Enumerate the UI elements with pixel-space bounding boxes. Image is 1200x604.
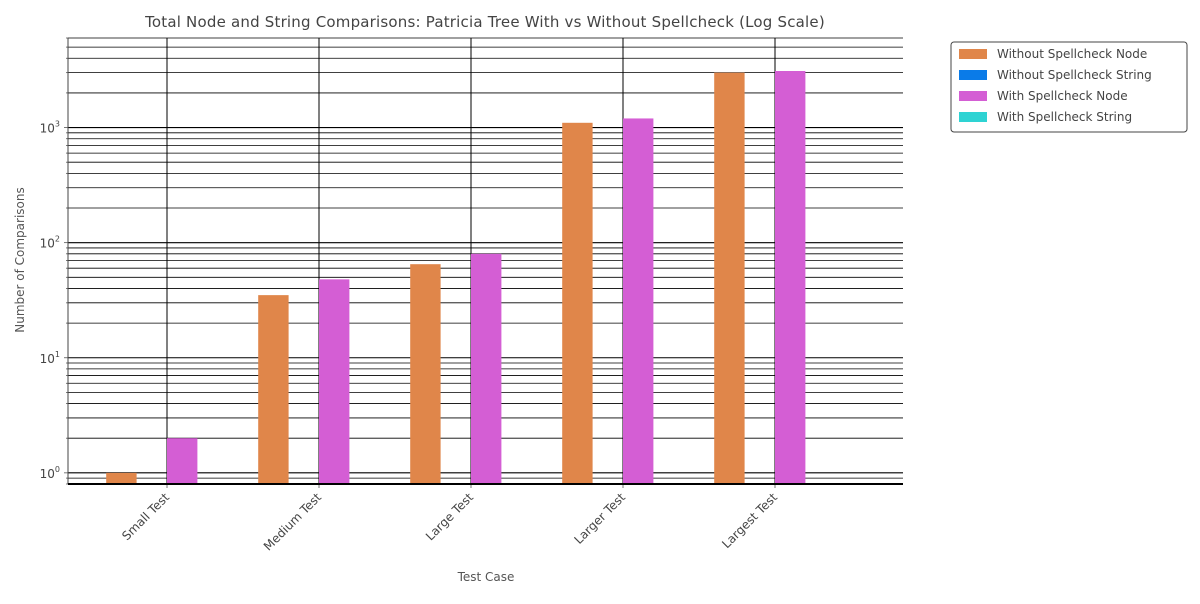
bars (106, 71, 806, 485)
bar (319, 279, 350, 484)
legend-swatch (959, 70, 987, 80)
chart-title: Total Node and String Comparisons: Patri… (144, 13, 825, 31)
bar (167, 438, 198, 484)
y-tick-label: 101 (40, 350, 60, 366)
x-tick-label: Larger Test (571, 490, 628, 547)
bar (471, 253, 502, 484)
x-axis-label: Test Case (457, 570, 515, 584)
legend-swatch (959, 112, 987, 122)
x-tick-label: Medium Test (261, 490, 324, 553)
legend-swatch (959, 49, 987, 59)
legend-label: Without Spellcheck Node (997, 47, 1147, 61)
y-axis-label: Number of Comparisons (13, 187, 27, 333)
bar (775, 71, 806, 485)
y-tick-label: 100 (40, 465, 60, 481)
y-tick-label: 102 (40, 235, 60, 251)
bar (106, 472, 137, 484)
bar (562, 122, 593, 485)
bar (410, 264, 441, 484)
legend-label: Without Spellcheck String (997, 68, 1152, 82)
legend-box (950, 41, 1188, 133)
bar (714, 72, 745, 484)
legend: Without Spellcheck Node Without Spellchec… (950, 41, 1188, 133)
x-tick-label: Large Test (423, 490, 476, 543)
bar (623, 118, 654, 484)
x-tick-label: Largest Test (719, 490, 780, 551)
x-tick-label: Small Test (119, 490, 172, 543)
y-tick-label: 103 (40, 120, 60, 136)
legend-label: With Spellcheck String (997, 110, 1132, 124)
bar (258, 295, 289, 484)
legend-label: With Spellcheck Node (997, 89, 1128, 103)
legend-swatch (959, 91, 987, 101)
